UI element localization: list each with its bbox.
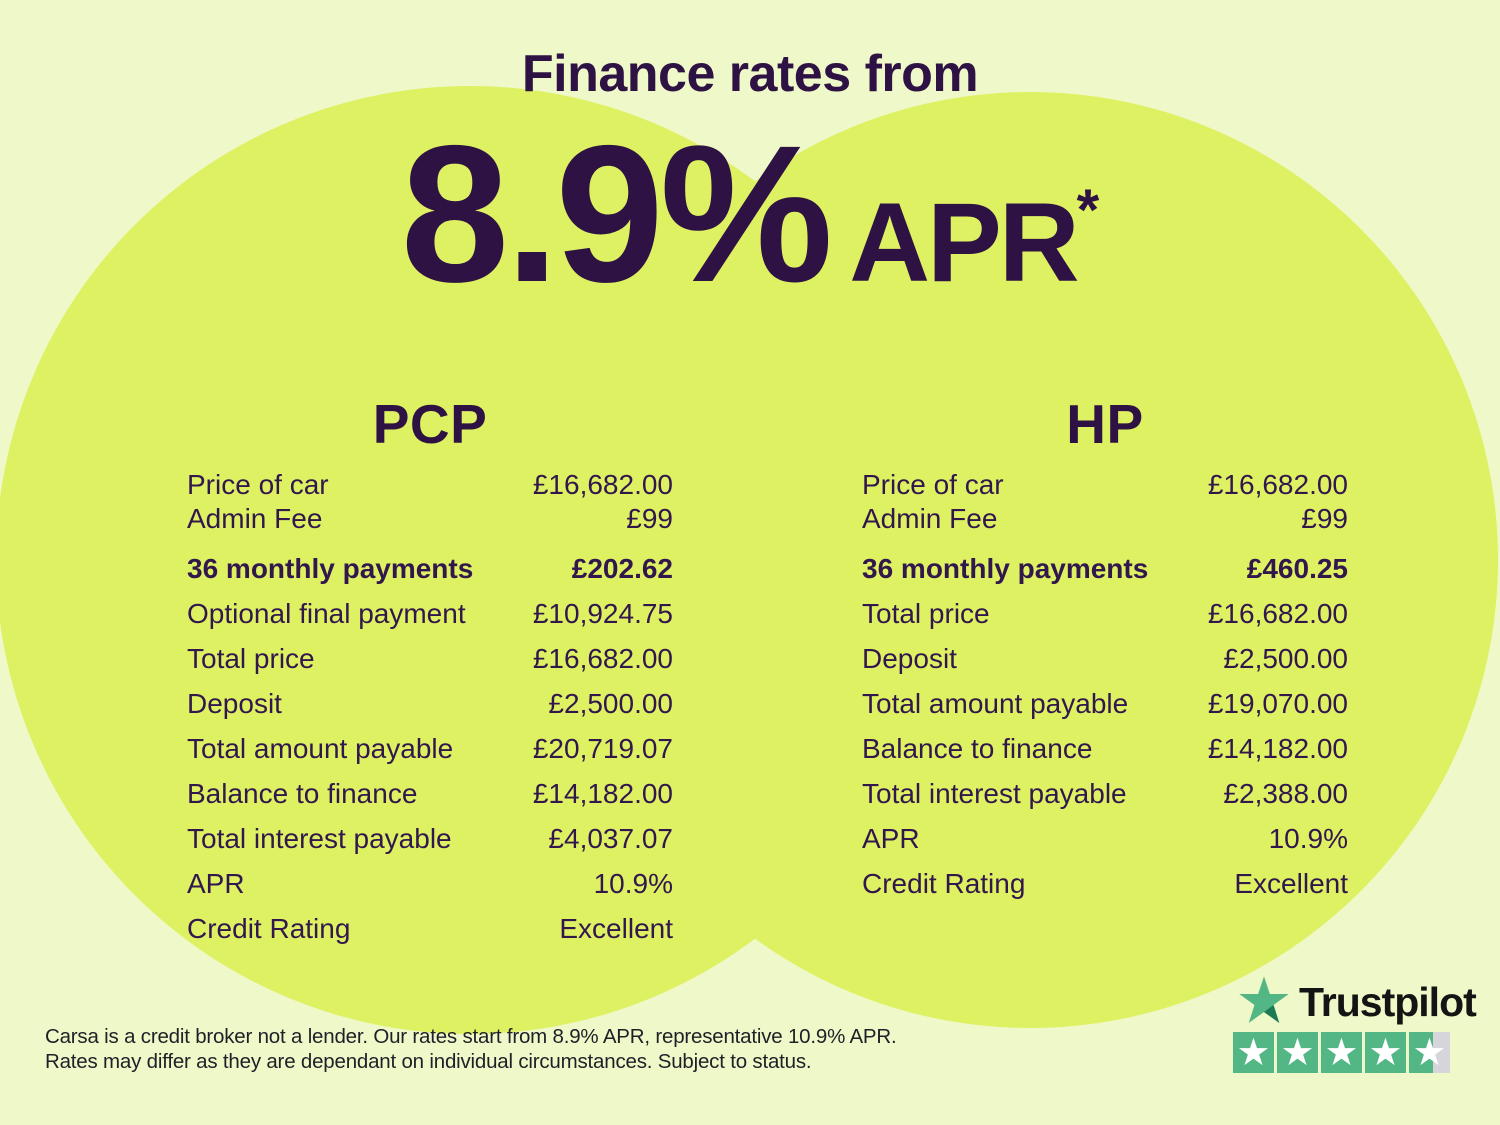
row-value: £2,388.00 — [1223, 777, 1348, 809]
table-row: Total interest payable £4,037.07 — [187, 816, 673, 861]
row-value: £2,500.00 — [1223, 642, 1348, 674]
star-icon — [1238, 1037, 1269, 1066]
row-value: £14,182.00 — [1207, 732, 1348, 764]
row-label: Total price — [187, 642, 315, 674]
table-row: Total amount payable £19,070.00 — [862, 681, 1348, 726]
row-label: Deposit — [187, 687, 282, 719]
table-row: Admin Fee £99 — [187, 502, 673, 536]
row-label: Total amount payable — [862, 687, 1129, 719]
hp-table: Price of car £16,682.00 Admin Fee £99 36 mon… — [862, 468, 1348, 906]
rate-unit: APR* — [849, 182, 1099, 299]
disclaimer: Carsa is a credit broker not a lender. O… — [45, 1024, 897, 1074]
rating-star-box — [1321, 1032, 1362, 1073]
table-row: Credit Rating Excellent — [862, 861, 1348, 906]
rate-value: 8.9% — [400, 105, 833, 323]
row-value: £16,682.00 — [1207, 597, 1348, 629]
row-label: Total interest payable — [862, 777, 1127, 809]
row-value: 10.9% — [1268, 822, 1348, 854]
disclaimer-line-2: Rates may differ as they are dependant o… — [45, 1050, 812, 1073]
table-row: Balance to finance £14,182.00 — [187, 771, 673, 816]
row-label: Credit Rating — [187, 912, 351, 944]
row-value: £2,500.00 — [548, 687, 673, 719]
rating-star-box — [1277, 1032, 1318, 1073]
asterisk: * — [1076, 178, 1100, 243]
table-row: APR 10.9% — [187, 861, 673, 906]
table-row: Balance to finance £14,182.00 — [862, 726, 1348, 771]
row-label: Admin Fee — [862, 503, 998, 534]
table-row: Total interest payable £2,388.00 — [862, 771, 1348, 816]
row-value: £16,682.00 — [532, 642, 673, 674]
table-row: Total amount payable £20,719.07 — [187, 726, 673, 771]
row-label: 36 monthly payments — [862, 552, 1149, 584]
table-row: Price of car £16,682.00 — [187, 468, 673, 502]
table-row: Deposit £2,500.00 — [862, 636, 1348, 681]
table-row: 36 monthly payments £202.62 — [187, 546, 673, 591]
row-value: £99 — [1301, 503, 1348, 534]
table-row: Optional final payment £10,924.75 — [187, 591, 673, 636]
trustpilot-logo: Trustpilot — [1238, 976, 1477, 1028]
row-value: £20,719.07 — [532, 732, 673, 764]
rating-star-box — [1365, 1032, 1406, 1073]
row-value: £202.62 — [571, 552, 673, 584]
star-icon — [1370, 1037, 1401, 1066]
row-label: 36 monthly payments — [187, 552, 474, 584]
row-label: Price of car — [187, 469, 329, 500]
row-label: Optional final payment — [187, 597, 466, 629]
table-row: Deposit £2,500.00 — [187, 681, 673, 726]
row-label: Credit Rating — [862, 867, 1026, 899]
venn-circle-right — [562, 92, 1498, 1028]
row-value: £16,682.00 — [1207, 469, 1348, 500]
disclaimer-line-1: Carsa is a credit broker not a lender. O… — [45, 1025, 897, 1048]
row-label: Price of car — [862, 469, 1004, 500]
table-row: Total price £16,682.00 — [187, 636, 673, 681]
row-label: APR — [187, 867, 245, 899]
pcp-heading: PCP — [372, 393, 488, 455]
table-row: 36 monthly payments £460.25 — [862, 546, 1348, 591]
row-value: 10.9% — [593, 867, 673, 899]
trustpilot-star-icon — [1239, 976, 1289, 1024]
row-value: £4,037.07 — [548, 822, 673, 854]
row-value: £99 — [626, 503, 673, 534]
trustpilot-stars — [1233, 1032, 1450, 1073]
trustpilot-wordmark: Trustpilot — [1299, 978, 1477, 1025]
rating-star-box — [1233, 1032, 1274, 1073]
table-row: Credit Rating Excellent — [187, 906, 673, 951]
row-label: Total price — [862, 597, 990, 629]
headline-rate: 8.9% APR* — [0, 117, 1500, 312]
star-icon — [1326, 1037, 1357, 1066]
page-title: Finance rates from — [521, 45, 979, 103]
hp-heading: HP — [1066, 393, 1144, 455]
row-label: Balance to finance — [187, 777, 418, 809]
star-icon — [1414, 1037, 1445, 1066]
row-value: £19,070.00 — [1207, 687, 1348, 719]
rating-star-box — [1409, 1032, 1450, 1073]
row-value: Excellent — [559, 912, 673, 944]
row-label: Admin Fee — [187, 503, 323, 534]
table-row: Admin Fee £99 — [862, 502, 1348, 536]
row-value: £10,924.75 — [532, 597, 673, 629]
row-value: £460.25 — [1246, 552, 1348, 584]
row-value: £16,682.00 — [532, 469, 673, 500]
row-label: Total amount payable — [187, 732, 454, 764]
row-value: Excellent — [1234, 867, 1348, 899]
table-row: Price of car £16,682.00 — [862, 468, 1348, 502]
pcp-table: Price of car £16,682.00 Admin Fee £99 36 mon… — [187, 468, 673, 951]
table-row: APR 10.9% — [862, 816, 1348, 861]
row-label: APR — [862, 822, 920, 854]
row-label: Total interest payable — [187, 822, 452, 854]
row-value: £14,182.00 — [532, 777, 673, 809]
row-label: Deposit — [862, 642, 957, 674]
star-icon — [1282, 1037, 1313, 1066]
row-label: Balance to finance — [862, 732, 1093, 764]
apr-label: APR — [849, 180, 1079, 305]
table-row: Total price £16,682.00 — [862, 591, 1348, 636]
